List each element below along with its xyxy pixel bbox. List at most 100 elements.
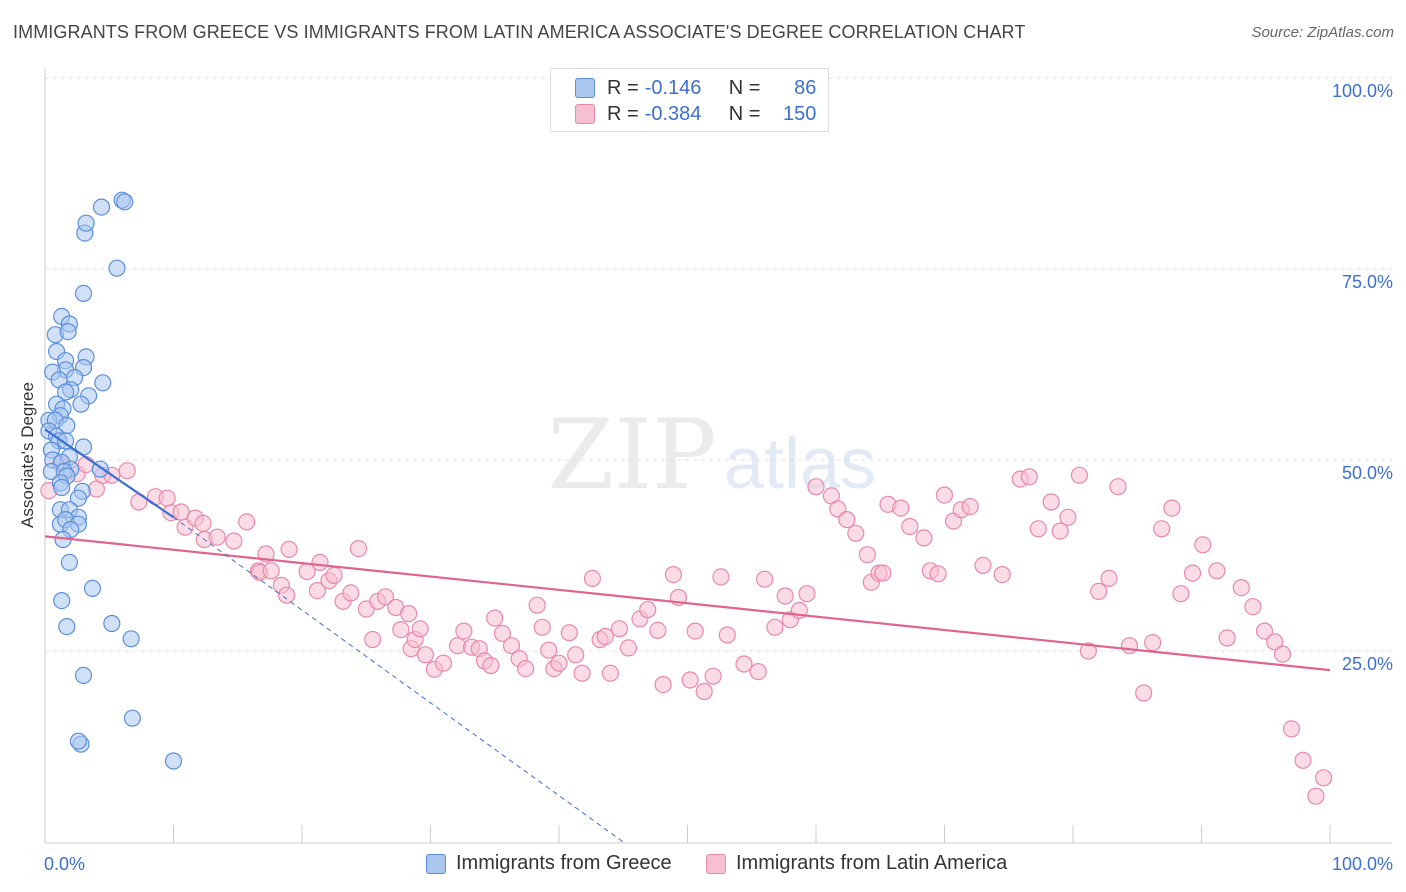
greece-point: [164, 752, 183, 770]
y-tick-label: 100.0%: [1332, 81, 1393, 101]
n-label: N =: [728, 76, 761, 99]
latin-america-point: [858, 546, 877, 564]
latin-america-point: [901, 517, 919, 536]
latin-america-point: [560, 624, 578, 642]
greece-point: [108, 259, 126, 277]
latin-america-point: [929, 565, 947, 583]
latin-america-point: [376, 588, 395, 606]
greece-point: [123, 709, 141, 727]
x-tick-label: 100.0%: [1332, 854, 1393, 874]
latin-america-point: [448, 637, 467, 655]
latin-america-legend-swatch: [706, 853, 726, 874]
legend-item-latin-america[interactable]: Immigrants from Latin America: [706, 852, 1007, 875]
latin-america-point: [915, 529, 933, 547]
greece-point: [92, 198, 111, 216]
watermark-zip: ZIP: [547, 399, 716, 511]
latin-america-point: [1135, 684, 1153, 702]
latin-america-point: [493, 624, 512, 643]
greece-point: [83, 579, 102, 598]
latin-america-point: [766, 618, 784, 636]
latin-america-point: [1090, 582, 1108, 601]
greece-point: [94, 374, 112, 392]
y-tick-label: 50.0%: [1342, 463, 1393, 483]
latin-america-point: [486, 609, 504, 627]
latin-america-point: [1029, 520, 1047, 538]
axes: [44, 68, 1392, 844]
latin-america-point: [686, 622, 704, 640]
latin-america-point: [838, 510, 856, 529]
trend-lines: [44, 428, 1331, 843]
latin-america-point: [1051, 522, 1069, 540]
grid-lines: [45, 77, 1392, 652]
greece-trend-extension: [173, 516, 624, 843]
latin-america-point: [1144, 633, 1162, 652]
latin-america-point: [573, 664, 591, 682]
latin-america-point: [654, 675, 672, 694]
legend-label-greece: Immigrants from Greece: [456, 852, 672, 874]
latin-america-point: [308, 581, 326, 600]
latin-america-point: [649, 621, 667, 640]
x-tick-label: 0.0%: [44, 854, 85, 874]
y-tick-label: 75.0%: [1342, 272, 1393, 292]
latin-america-point: [1294, 751, 1312, 769]
latin-america-point: [847, 524, 865, 542]
legend-row-latin-america: R = -0.384 N = 150: [575, 102, 816, 126]
latin-america-point: [583, 569, 602, 588]
greece-point: [103, 614, 121, 633]
legend-item-greece[interactable]: Immigrants from Greece: [426, 852, 672, 875]
latin-america-point: [482, 656, 500, 675]
latin-america-point: [681, 671, 699, 689]
latin-america-point: [262, 562, 280, 580]
latin-america-point: [280, 540, 298, 559]
latin-america-point: [364, 630, 382, 649]
latin-america-point: [1244, 598, 1262, 616]
latin-america-point: [1070, 466, 1089, 484]
latin-america-point: [974, 556, 992, 575]
latin-america-point: [993, 565, 1011, 584]
r-label: R =: [607, 76, 639, 99]
source-label: Source: ZipAtlas.com: [1251, 24, 1394, 41]
latin-america-trend-line: [44, 535, 1331, 672]
greece-swatch: [575, 78, 595, 98]
latin-america-point: [1120, 637, 1139, 655]
latin-america-point: [1232, 578, 1250, 597]
greece-legend-swatch: [426, 853, 446, 874]
watermark-atlas: atlas: [724, 424, 876, 504]
latin-america-point: [278, 586, 296, 604]
latin-america-point: [118, 462, 136, 480]
latin-america-point: [807, 478, 825, 496]
latin-america-point: [619, 639, 638, 657]
latin-america-point: [892, 499, 910, 517]
greece-point: [74, 284, 93, 302]
latin-america-point: [1266, 633, 1284, 651]
latin-america-point: [238, 513, 256, 531]
latin-america-point: [1208, 562, 1226, 580]
latin-america-point: [874, 564, 892, 582]
greece-point: [56, 383, 75, 401]
latin-america-point: [1163, 499, 1181, 517]
r-value: -0.146: [644, 76, 702, 99]
latin-america-point: [416, 646, 434, 664]
latin-america-point: [77, 456, 95, 474]
latin-america-point: [208, 528, 226, 546]
latin-america-point: [349, 539, 368, 558]
latin-america-point: [1218, 629, 1236, 647]
latin-america-swatch: [575, 104, 595, 124]
latin-america-point: [400, 604, 418, 623]
greece-point: [58, 617, 76, 636]
greece-point: [69, 732, 88, 750]
n-label: N =: [728, 102, 761, 125]
latin-america-point: [639, 601, 657, 619]
latin-america-point: [550, 654, 568, 672]
greece-point: [72, 395, 90, 413]
n-value: 86: [794, 76, 817, 99]
greece-point: [60, 553, 79, 572]
latin-america-point: [434, 654, 452, 672]
latin-america-point: [1314, 769, 1333, 787]
latin-america-point: [1273, 645, 1292, 663]
latin-america-point: [610, 620, 629, 638]
tick-labels: 25.0% 50.0% 75.0% 100.0% 0.0% 100.0%: [44, 81, 1393, 874]
latin-america-point: [516, 659, 535, 678]
legend-label-latin-america: Immigrants from Latin America: [736, 852, 1008, 874]
